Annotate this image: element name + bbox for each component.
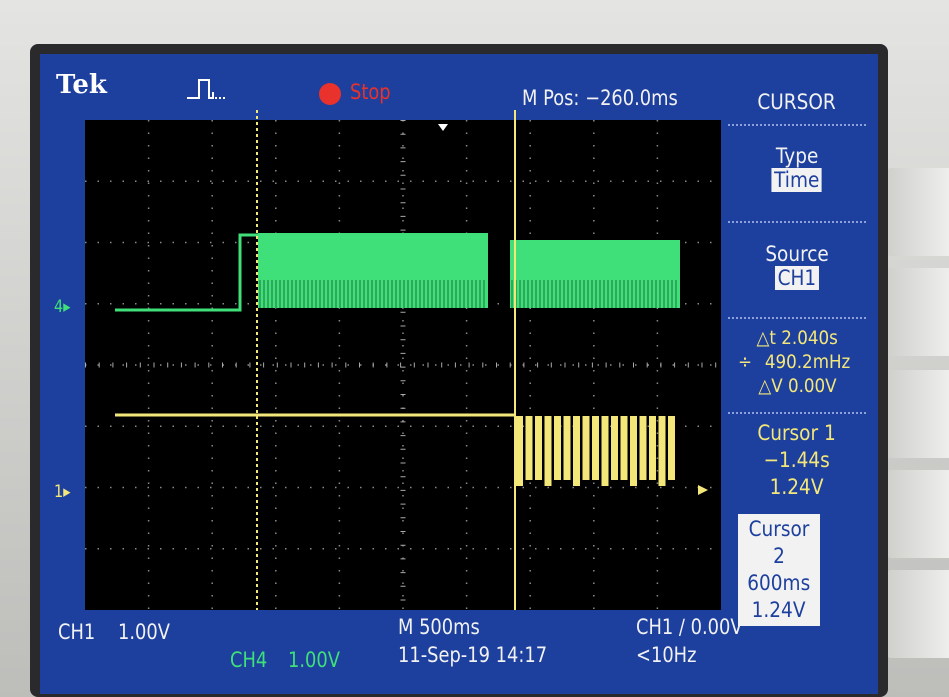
cursor-1-option[interactable]: Cursor 1 −1.44s 1.24V <box>757 421 837 499</box>
trigger-position-arrow <box>438 124 448 131</box>
graticule-area <box>85 120 721 610</box>
brand-logo: Tek <box>56 70 107 100</box>
trigger-setting: CH1 ∕ 0.00V <box>636 615 743 639</box>
timebase: M 500ms <box>398 615 480 639</box>
ch4-trace <box>115 233 258 312</box>
ch4-scale: 1.00V <box>288 648 340 672</box>
trigger-level-arrow <box>698 485 708 495</box>
menu-button-1[interactable] <box>887 168 949 256</box>
horizontal-position: M Pos: −260.0ms <box>522 86 678 110</box>
ch1-pulse <box>516 416 523 486</box>
cursor-type-option[interactable]: Type Time <box>722 144 872 192</box>
cursor-2-option[interactable]: Cursor 2 600ms 1.24V <box>738 514 820 626</box>
ch4-label: CH4 <box>230 648 268 672</box>
scope-screen: Tek Stop M Pos: −260.0ms 4▸ 1▸ CURSOR Ty… <box>40 54 878 694</box>
one-over-delta-t-icon: ÷ <box>738 351 753 373</box>
menu-button-3[interactable] <box>887 370 949 458</box>
menu-title: CURSOR <box>757 90 837 114</box>
ch1-scale: 1.00V <box>118 620 170 644</box>
ch1-pulse <box>601 416 609 486</box>
ch1-pulse <box>658 416 666 486</box>
ch1-ground-marker: 1▸ <box>54 482 71 502</box>
ch1-pulse <box>582 416 590 480</box>
ch1-pulse <box>611 416 618 480</box>
run-state[interactable]: Stop <box>350 80 391 104</box>
ch1-pulse <box>525 416 533 480</box>
ch1-pulse <box>573 416 580 486</box>
menu-button-4[interactable] <box>887 470 949 558</box>
ch4-gap <box>488 240 510 290</box>
date-time: 11-Sep-19 14:17 <box>398 643 548 667</box>
ch1-pulse <box>554 416 561 480</box>
ch1-pulse <box>649 416 656 480</box>
stop-icon <box>319 83 341 105</box>
ch1-pulse <box>639 416 647 480</box>
ch1-pulse <box>668 416 675 480</box>
ch1-pulse <box>563 416 571 480</box>
trigger-frequency: <10Hz <box>636 643 697 667</box>
cursor-source-option[interactable]: Source CH1 <box>765 242 829 290</box>
ch1-label: CH1 <box>58 620 96 644</box>
cursor-readout: △t 2.040s ÷ 490.2mHz △V 0.00V <box>738 327 851 397</box>
ch4-waveform <box>115 233 680 312</box>
waveform-display <box>85 110 721 610</box>
ch1-pulse <box>592 416 599 480</box>
ch1-waveform <box>115 413 675 486</box>
ch4-ground-marker: 4▸ <box>54 297 71 317</box>
ch1-pulse <box>620 416 628 480</box>
pulse-icon <box>187 79 225 99</box>
ch1-pulse <box>535 416 542 480</box>
ch1-pulse <box>630 416 637 486</box>
ch1-pulse <box>544 416 552 486</box>
menu-button-2[interactable] <box>887 268 949 356</box>
menu-button-5[interactable] <box>887 570 949 658</box>
